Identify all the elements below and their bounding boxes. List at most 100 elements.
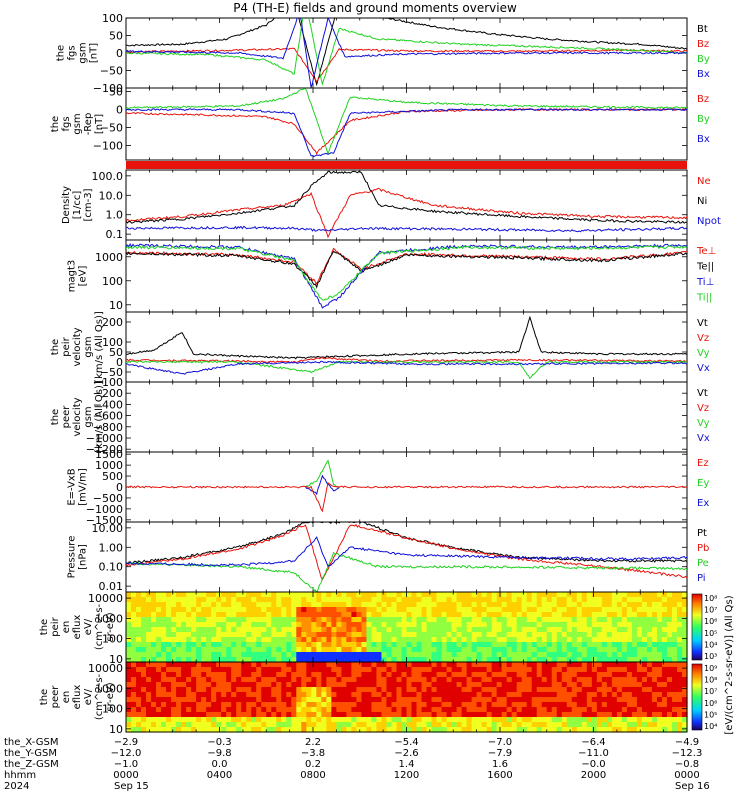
spectrogram-cell <box>681 612 688 618</box>
spectrogram-cell <box>491 627 498 633</box>
spectrogram-cell <box>501 592 508 598</box>
spectrogram-cell <box>376 687 383 693</box>
x-tick-value: −0.0 <box>581 759 605 770</box>
spectrogram-cell <box>226 712 232 718</box>
spectrogram-cell <box>331 647 337 653</box>
spectrogram-cell <box>486 637 493 643</box>
spectrogram-cell <box>196 687 202 693</box>
spectrogram-cell <box>356 642 363 648</box>
spectrogram-cell <box>476 617 483 623</box>
spectrogram-cell <box>431 647 438 653</box>
spectrogram-cell <box>466 632 473 638</box>
spectrogram-cell <box>516 727 523 733</box>
spectrogram-cell <box>596 692 603 698</box>
spectrogram-cell <box>341 597 347 603</box>
spectrogram-cell <box>366 662 373 668</box>
spectrogram-cell <box>661 642 668 648</box>
spectrogram-cell <box>171 632 177 638</box>
spectrogram-cell <box>336 727 342 733</box>
spectrogram-cell <box>316 632 322 638</box>
spectrogram-cell <box>361 602 368 608</box>
spectrogram-cell <box>256 642 262 648</box>
spectrogram-cell <box>651 682 658 688</box>
spectrogram-cell <box>661 602 668 608</box>
spectrogram-cell <box>191 617 197 623</box>
spectrogram-cell <box>551 652 558 658</box>
spectrogram-cell <box>611 592 618 598</box>
spectrogram-cell <box>551 727 558 733</box>
spectrogram-cell <box>331 642 337 648</box>
spectrogram-cell <box>421 712 428 718</box>
legend-entry: Npot <box>697 216 721 227</box>
spectrogram-cell <box>346 637 352 643</box>
spectrogram-cell <box>376 642 383 648</box>
spectrogram-cell <box>336 692 342 698</box>
spectrogram-cell <box>611 702 618 708</box>
spectrogram-cell <box>616 702 623 708</box>
spectrogram-cell <box>266 707 272 713</box>
spectrogram-cell <box>381 662 388 668</box>
spectrogram-cell <box>321 682 327 688</box>
spectrogram-cell <box>366 637 373 643</box>
spectrogram-cell <box>126 647 132 653</box>
spectrogram-cell <box>676 627 683 633</box>
spectrogram-cell <box>386 717 393 723</box>
spectrogram-cell <box>646 677 653 683</box>
spectrogram-cell <box>171 717 177 723</box>
spectrogram-cell <box>476 702 483 708</box>
spectrogram-cell <box>571 672 578 678</box>
spectrogram-cell <box>201 677 207 683</box>
spectrogram-cell <box>331 727 337 733</box>
spectrogram-cell <box>581 592 588 598</box>
spectrogram-cell <box>296 702 302 708</box>
y-tick-label: 1000 <box>95 682 123 695</box>
y-axis-label: thepeirenefluxeV/(cm^2-s-sr-eV) <box>39 603 116 650</box>
spectrogram-cell <box>666 712 673 718</box>
spectrogram-cell <box>581 682 588 688</box>
spectrogram-cell <box>526 657 533 663</box>
spectrogram-cell <box>186 717 192 723</box>
spectrogram-cell <box>631 682 638 688</box>
spectrogram-cell <box>551 717 558 723</box>
spectrogram-cell <box>281 592 287 598</box>
spectrogram-cell <box>601 612 608 618</box>
y-tick-label: 100 <box>102 633 123 646</box>
spectrogram-cell <box>486 612 493 618</box>
spectrogram-cell <box>206 677 212 683</box>
spectrogram-cell <box>246 652 252 658</box>
spectrogram-cell <box>581 677 588 683</box>
spectrogram-cell <box>576 637 583 643</box>
spectrogram-cell <box>186 612 192 618</box>
spectrogram-cell <box>646 622 653 628</box>
spectrogram-cell <box>161 637 167 643</box>
spectrogram-cell <box>616 672 623 678</box>
spectrogram-cell <box>596 622 603 628</box>
spectrogram-cell <box>611 647 618 653</box>
spectrogram-cell <box>296 632 302 638</box>
spectrogram-cell <box>136 597 142 603</box>
spectrogram-cell <box>221 662 227 668</box>
spectrogram-cell <box>191 687 197 693</box>
spectrogram-cell <box>321 727 327 733</box>
spectrogram-cell <box>631 697 638 703</box>
spectrogram-cell <box>436 687 443 693</box>
spectrogram-cell <box>431 642 438 648</box>
spectrogram-cell <box>406 667 413 673</box>
spectrogram-cell <box>271 722 277 728</box>
colorbar-label: [eV/(cm^2-s-sr-eV)] (All Qs) <box>724 595 735 734</box>
spectrogram-cell <box>256 697 262 703</box>
spectrogram-cell <box>511 597 518 603</box>
spectrogram-cell <box>226 612 232 618</box>
spectrogram-cell <box>371 597 378 603</box>
spectrogram-cell <box>561 682 568 688</box>
spectrogram-cell <box>581 717 588 723</box>
spectrogram-cell <box>311 672 317 678</box>
spectrogram-cell <box>206 592 212 598</box>
spectrogram-cell <box>281 632 287 638</box>
spectrogram-cell <box>241 617 247 623</box>
spectrogram-cell <box>576 687 583 693</box>
spectrogram-cell <box>161 662 167 668</box>
spectrogram-cell <box>311 707 317 713</box>
spectrogram-cell <box>541 602 548 608</box>
spectrogram-cell <box>356 657 363 663</box>
